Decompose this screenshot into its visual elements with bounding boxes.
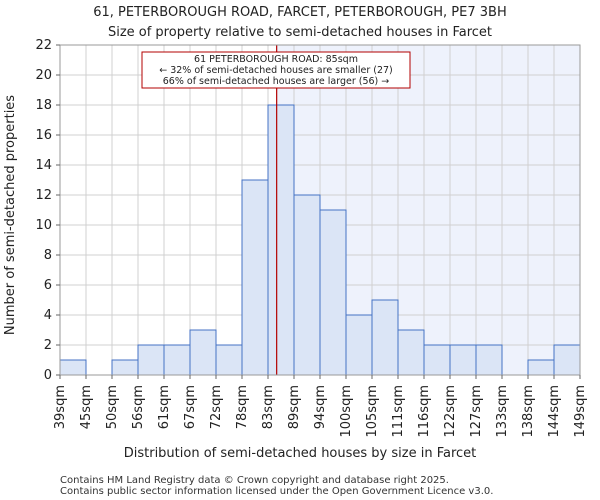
x-tick-label: 94sqm	[313, 385, 328, 429]
histogram-bar	[397, 329, 425, 376]
annotation-line-3: 66% of semi-detached houses are larger (…	[163, 76, 390, 87]
x-tick-label: 144sqm	[547, 385, 562, 438]
y-tick-label: 10	[35, 218, 52, 233]
annotation-box: 61 PETERBOROUGH ROAD: 85sqm ← 32% of sem…	[141, 51, 411, 89]
chart-title: 61, PETERBOROUGH ROAD, FARCET, PETERBORO…	[93, 5, 506, 20]
histogram-bar	[319, 209, 347, 376]
x-tick-label: 72sqm	[209, 385, 224, 429]
histogram-bar	[345, 314, 373, 376]
y-tick-label: 14	[35, 158, 52, 173]
histogram-bar	[553, 344, 581, 376]
x-tick-label: 89sqm	[287, 385, 302, 429]
histogram-bar	[189, 329, 217, 376]
histogram-bar	[163, 344, 191, 376]
histogram-bar	[423, 344, 451, 376]
x-axis-label: Distribution of semi-detached houses by …	[124, 446, 477, 461]
annotation-line-1: 61 PETERBOROUGH ROAD: 85sqm	[194, 54, 358, 65]
bars	[59, 104, 581, 376]
histogram-bar	[371, 299, 399, 376]
x-tick-label: 45sqm	[79, 385, 94, 429]
y-tick-label: 18	[35, 98, 52, 113]
x-tick-label: 50sqm	[105, 385, 120, 429]
x-tick-label: 61sqm	[157, 385, 172, 429]
y-tick-label: 22	[35, 38, 52, 53]
plot-area: 0 2 4 6 8 10 12 14 16 18 20 22 39sqm 45sqm 50sqm 56sqm…	[35, 38, 588, 438]
x-tick-label: 78sqm	[235, 385, 250, 429]
y-tick-label: 12	[35, 188, 52, 203]
x-tick-label: 133sqm	[495, 385, 510, 438]
histogram-bar	[215, 344, 243, 376]
histogram-bar	[241, 179, 269, 376]
x-tick-label: 39sqm	[53, 385, 68, 429]
histogram-bar	[449, 344, 477, 376]
footer-line-2: Contains public sector information licen…	[60, 486, 493, 497]
histogram-bar	[267, 104, 295, 376]
x-tick-label: 105sqm	[365, 385, 380, 438]
y-tick-label: 8	[44, 248, 52, 263]
histogram-bar	[59, 359, 87, 376]
x-tick-label: 116sqm	[417, 385, 432, 438]
histogram-bar	[475, 344, 503, 376]
x-tick-label: 56sqm	[131, 385, 146, 429]
y-axis-label: Number of semi-detached properties	[3, 95, 18, 335]
histogram-bar	[111, 359, 139, 376]
footer-line-1: Contains HM Land Registry data © Crown c…	[60, 475, 449, 486]
histogram-bar	[137, 344, 165, 376]
y-tick-label: 2	[44, 338, 52, 353]
y-tick-label: 4	[44, 308, 52, 323]
x-tick-label: 83sqm	[261, 385, 276, 429]
y-tick-label: 6	[44, 278, 52, 293]
x-tick-label: 111sqm	[391, 385, 406, 438]
x-tick-label: 138sqm	[521, 385, 536, 438]
histogram-bar	[293, 194, 321, 376]
x-tick-label: 127sqm	[469, 385, 484, 438]
x-tick-label: 149sqm	[573, 385, 588, 438]
histogram-bar	[527, 359, 555, 376]
chart-subtitle: Size of property relative to semi-detach…	[108, 25, 492, 40]
x-tick-label: 100sqm	[339, 385, 354, 438]
x-tick-label: 67sqm	[183, 385, 198, 429]
y-tick-label: 16	[35, 128, 52, 143]
annotation-frame	[141, 51, 411, 89]
x-tick-label: 122sqm	[443, 385, 458, 438]
y-tick-label: 20	[35, 68, 52, 83]
annotation-line-2: ← 32% of semi-detached houses are smalle…	[159, 65, 393, 76]
y-axis-ticks: 0 2 4 6 8 10 12 14 16 18 20 22	[35, 38, 60, 383]
y-tick-label: 0	[44, 368, 52, 383]
x-axis-ticks: 39sqm 45sqm 50sqm 56sqm 61sqm 67sqm 72sqm 78sqm…	[53, 375, 588, 438]
